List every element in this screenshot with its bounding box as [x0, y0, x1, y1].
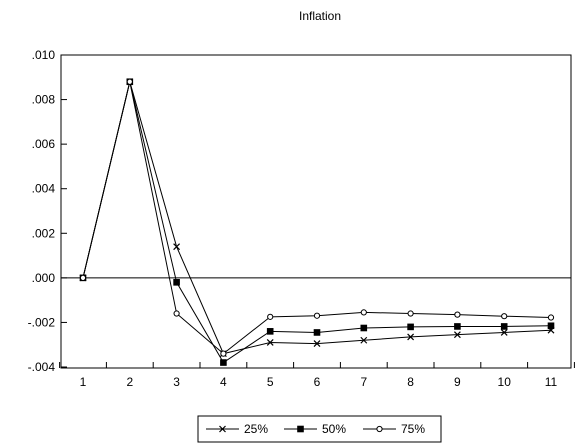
x-axis: 1 2 3 4 5 6 7 8 9 10 11 [59, 362, 575, 389]
x-tick-label: 9 [454, 375, 461, 389]
data-point [500, 323, 508, 330]
legend-item: 25% [206, 422, 268, 436]
y-tick-label: .008 [32, 93, 56, 107]
legend-marker [297, 425, 304, 433]
data-point [313, 312, 321, 319]
legend-label: 50% [322, 422, 346, 436]
legend-label: 75% [401, 422, 425, 436]
data-point [360, 324, 368, 332]
data-point [547, 322, 555, 330]
x-tick-label: 1 [80, 375, 87, 389]
y-tick-label: -.002 [28, 315, 56, 329]
x-tick-label: 8 [407, 375, 414, 389]
data-point [360, 309, 367, 316]
data-point [220, 359, 227, 366]
data-point [313, 329, 321, 336]
legend-marker [376, 425, 383, 433]
legend: 25% 50% 75% [197, 415, 442, 443]
legend-marker [219, 425, 226, 433]
data-point [454, 311, 461, 318]
data-point [500, 329, 508, 336]
x-tick-label: 4 [220, 375, 227, 389]
data-point [173, 310, 180, 317]
legend-label: 25% [244, 422, 268, 436]
x-tick-label: 7 [360, 375, 367, 389]
y-axis: -.004 -.002 .000 .002 .004 .006 .008 .010 [28, 48, 67, 374]
x-tick-label: 6 [314, 375, 321, 389]
data-point [79, 274, 87, 281]
y-tick-label: .004 [32, 182, 56, 196]
data-point [407, 333, 415, 341]
series-group [79, 78, 555, 366]
data-point [173, 243, 181, 251]
x-tick-label: 5 [267, 375, 274, 389]
y-tick-label: .006 [32, 137, 56, 151]
x-tick-label: 2 [126, 375, 133, 389]
y-tick-label: .010 [32, 48, 56, 62]
data-point [547, 314, 555, 321]
data-point [407, 323, 414, 331]
data-point [313, 340, 321, 348]
data-point [173, 279, 180, 286]
series-2 [79, 78, 555, 357]
chart-title: Inflation [299, 9, 341, 23]
y-tick-label: .002 [32, 226, 56, 240]
data-point [407, 310, 414, 317]
data-point [220, 350, 227, 357]
data-point [266, 339, 274, 346]
data-point [501, 313, 508, 320]
data-point [454, 323, 461, 330]
y-tick-label: .000 [32, 271, 56, 285]
data-point [267, 313, 274, 320]
x-tick-label: 10 [498, 375, 512, 389]
data-point [453, 331, 461, 339]
data-point [126, 78, 133, 85]
x-tick-label: 3 [173, 375, 180, 389]
plot-frame [60, 54, 572, 369]
legend-items: 25% 50% 75% [206, 422, 425, 436]
y-tick-label: -.004 [28, 360, 56, 374]
data-point [266, 328, 274, 335]
data-point [360, 336, 368, 344]
legend-item: 75% [363, 422, 425, 436]
x-tick-label: 11 [545, 375, 558, 389]
legend-item: 50% [284, 422, 346, 436]
